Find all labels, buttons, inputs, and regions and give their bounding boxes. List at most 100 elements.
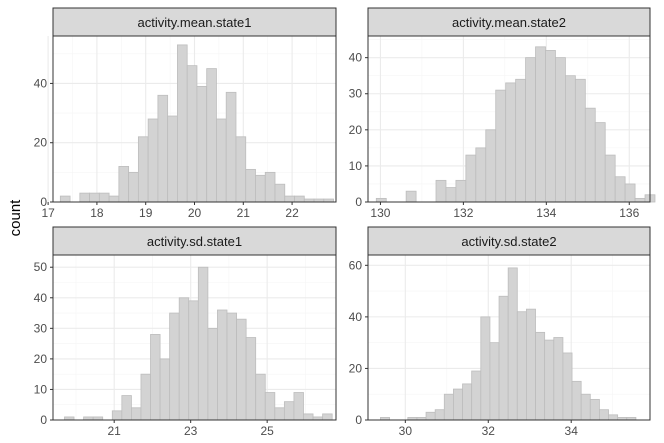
histogram-bar — [485, 129, 497, 203]
histogram-bar — [245, 337, 257, 421]
y-tick-label: 30 — [34, 321, 48, 335]
histogram-bar — [150, 334, 161, 421]
histogram-bar — [137, 136, 149, 203]
histogram-bar — [79, 192, 90, 203]
histogram-bar — [516, 311, 527, 421]
histogram-bar — [574, 78, 586, 203]
histogram-bar — [584, 107, 596, 203]
x-tick-label: 21 — [237, 206, 251, 220]
histogram-bar — [186, 65, 198, 203]
facet-strip — [52, 226, 337, 256]
y-tick-label: 10 — [34, 382, 48, 396]
x-tick-label: 134 — [536, 206, 556, 220]
histogram-bar — [555, 57, 566, 203]
histogram-bar — [525, 57, 536, 203]
histogram-bar — [118, 166, 130, 203]
histogram-bar — [196, 85, 208, 203]
histogram-bar — [608, 414, 619, 421]
y-tick-label: 0 — [355, 413, 362, 427]
histogram-bar — [274, 183, 286, 203]
facet-strip — [367, 226, 651, 256]
histogram-bar — [128, 171, 139, 203]
facet-panel: activity.sd.state1 21 23 25 0 10 20 30 40 50 — [34, 226, 337, 438]
histogram-bar — [480, 316, 491, 421]
histogram-bar — [98, 192, 110, 203]
histogram-bar — [535, 331, 546, 421]
histogram-bar — [589, 398, 600, 421]
histogram-bar — [235, 136, 247, 203]
y-tick-label: 40 — [349, 310, 363, 324]
y-axis-title: count — [7, 199, 24, 237]
histogram-bar — [147, 118, 159, 203]
histogram-bar — [445, 187, 457, 203]
histogram-bar — [140, 373, 151, 421]
x-tick-label: 25 — [260, 424, 274, 438]
histogram-bar — [553, 337, 564, 421]
histogram-bar — [462, 383, 473, 421]
x-tick-label: 17 — [41, 206, 55, 220]
y-tick-label: 20 — [34, 352, 48, 366]
histogram-bar — [274, 407, 285, 421]
histogram-bar — [206, 68, 217, 203]
histogram-bar — [544, 339, 555, 421]
histogram-bar — [535, 46, 546, 203]
histogram-bar — [634, 197, 646, 203]
x-tick-label: 21 — [108, 424, 122, 438]
histogram-bar — [489, 342, 500, 421]
y-tick-label: 0 — [355, 195, 362, 209]
y-tick-label: 10 — [349, 159, 363, 173]
histogram-bar — [255, 373, 266, 421]
facet-title: activity.mean.state2 — [452, 15, 566, 30]
histogram-bar — [178, 297, 190, 421]
histogram-bar — [599, 409, 609, 421]
x-tick-label: 32 — [482, 424, 496, 438]
y-tick-label: 40 — [34, 291, 48, 305]
histogram-bar — [108, 195, 120, 203]
histogram-bar — [434, 409, 445, 421]
histogram-bar — [284, 195, 295, 203]
histogram-bar — [453, 388, 463, 421]
histogram-bar — [303, 413, 314, 421]
histogram-bar — [167, 115, 178, 203]
x-tick-label: 136 — [619, 206, 639, 220]
histogram-bar — [216, 118, 227, 203]
histogram-bar — [471, 370, 482, 421]
facet-title: activity.sd.state1 — [147, 234, 242, 249]
histogram-bar — [255, 174, 266, 203]
x-tick-label: 22 — [285, 206, 299, 220]
histogram-bar — [226, 312, 237, 421]
histogram-bar — [405, 190, 417, 203]
y-tick-label: 50 — [34, 260, 48, 274]
histogram-bar — [604, 154, 616, 203]
y-tick-label: 40 — [349, 51, 363, 65]
histogram-bar — [565, 75, 576, 203]
histogram-bar — [322, 413, 333, 421]
histogram-bar — [169, 312, 180, 421]
histogram-bar — [375, 197, 387, 203]
histogram-bar — [59, 195, 71, 203]
histogram-bar — [264, 392, 276, 421]
histogram-bar — [507, 267, 518, 421]
x-tick-label: 132 — [453, 206, 473, 220]
histogram-bar — [465, 154, 477, 203]
y-tick-label: 40 — [34, 76, 48, 90]
y-tick-label: 20 — [349, 361, 363, 375]
histogram-bar — [111, 410, 123, 421]
y-tick-label: 0 — [40, 413, 47, 427]
histogram-bar — [515, 78, 526, 203]
histogram-bar — [217, 309, 228, 421]
x-tick-label: 18 — [90, 206, 104, 220]
histogram-bar — [443, 393, 454, 421]
histogram-bar — [624, 183, 636, 203]
histogram-bar — [294, 195, 305, 203]
panel-border — [367, 254, 651, 421]
x-tick-label: 34 — [565, 424, 579, 438]
histogram-bar — [89, 192, 100, 203]
histogram-bar — [562, 352, 573, 421]
y-tick-label: 60 — [349, 258, 363, 272]
histogram-bar — [121, 395, 132, 421]
facet-strip — [367, 7, 651, 37]
x-tick-label: 19 — [139, 206, 153, 220]
